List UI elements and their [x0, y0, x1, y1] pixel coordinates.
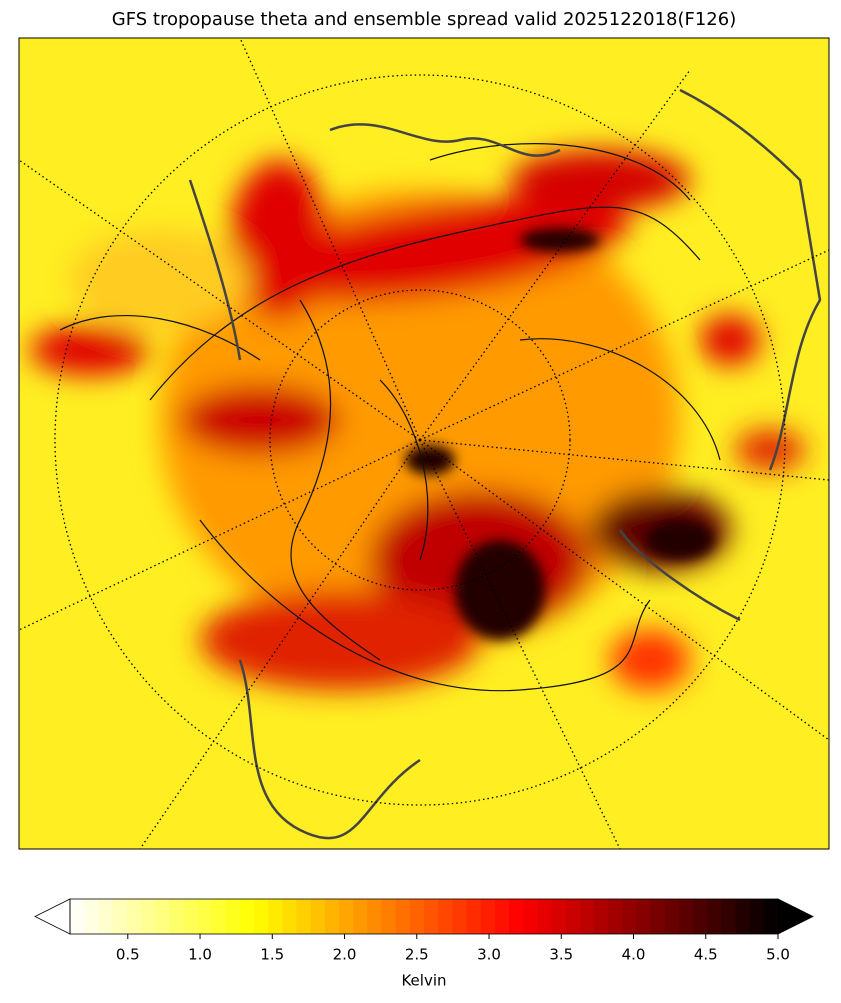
colorbar-tick-label: 4.5: [694, 946, 718, 964]
colorbar-extend-high: [777, 898, 814, 935]
colorbar-tick-label: 1.5: [260, 946, 284, 964]
colorbar-segment: [749, 899, 765, 934]
colorbar-tick-label: 2.5: [405, 946, 429, 964]
colorbar-segment: [239, 899, 255, 934]
colorbar-segment: [608, 899, 623, 934]
colorbar-segment: [508, 899, 524, 934]
colorbar-segment: [169, 899, 184, 934]
colorbar-segment: [707, 899, 722, 934]
colorbar-tick-label: 3.5: [549, 946, 573, 964]
colorbar-segment: [438, 899, 453, 934]
colorbar-segment: [650, 899, 666, 934]
colorbar-tick-label: 4.0: [622, 946, 646, 964]
colorbar-segment: [452, 899, 468, 934]
colorbar-segment: [112, 899, 128, 934]
map-title: GFS tropopause theta and ensemble spread…: [112, 9, 736, 30]
colorbar: 0.5 1.0 1.5 2.0 2.5 3.0 3.5 4.0 4.5 5.0: [34, 898, 814, 964]
colorbar-segment: [140, 899, 156, 934]
colorbar-segment: [353, 899, 368, 934]
colorbar-segment: [324, 899, 340, 934]
colorbar-segment: [70, 899, 85, 934]
colorbar-tick-label: 3.0: [477, 946, 501, 964]
colorbar-segment: [636, 899, 652, 934]
colorbar-segment: [537, 899, 553, 934]
colorbar-segment: [310, 899, 326, 934]
colorbar-label: Kelvin: [401, 972, 446, 990]
colorbar-segment: [225, 899, 241, 934]
colorbar-segment: [523, 899, 538, 934]
colorbar-segment: [593, 899, 609, 934]
colorbar-tick-label: 1.0: [188, 946, 212, 964]
colorbar-segment: [282, 899, 298, 934]
colorbar-segment: [494, 899, 510, 934]
colorbar-segment: [693, 899, 708, 934]
colorbar-segment: [551, 899, 567, 934]
colorbar-segment: [183, 899, 199, 934]
colorbar-tick-label: 5.0: [766, 946, 790, 964]
colorbar-segment: [84, 899, 99, 934]
colorbar-segment: [339, 899, 354, 934]
colorbar-segment: [367, 899, 383, 934]
colorbar-segment: [424, 899, 439, 934]
map-frame: [18, 37, 830, 850]
colorbar-tick-label: 0.5: [116, 946, 140, 964]
colorbar-segment: [480, 899, 496, 934]
map: [19, 38, 829, 849]
colorbar-segment: [154, 899, 170, 934]
colorbar-extend-low: [34, 898, 71, 935]
colorbar-segment: [409, 899, 425, 934]
colorbar-segment: [678, 899, 694, 934]
colorbar-segment: [381, 899, 397, 934]
colorbar-segment: [565, 899, 581, 934]
colorbar-segment: [98, 899, 114, 934]
colorbar-segment: [664, 899, 680, 934]
colorbar-segment: [296, 899, 312, 934]
colorbar-tick-label: 2.0: [333, 946, 357, 964]
colorbar-segment: [579, 899, 595, 934]
colorbar-segment: [126, 899, 142, 934]
colorbar-segment: [268, 899, 283, 934]
colorbar-segment: [211, 899, 227, 934]
colorbar-segment: [395, 899, 411, 934]
colorbar-segment: [197, 899, 213, 934]
colorbar-segment: [466, 899, 482, 934]
colorbar-segment: [622, 899, 637, 934]
colorbar-segment: [763, 899, 779, 934]
colorbar-segment: [735, 899, 751, 934]
colorbar-segment: [721, 899, 737, 934]
colorbar-segment: [254, 899, 269, 934]
colorbar-frame: [69, 898, 779, 935]
